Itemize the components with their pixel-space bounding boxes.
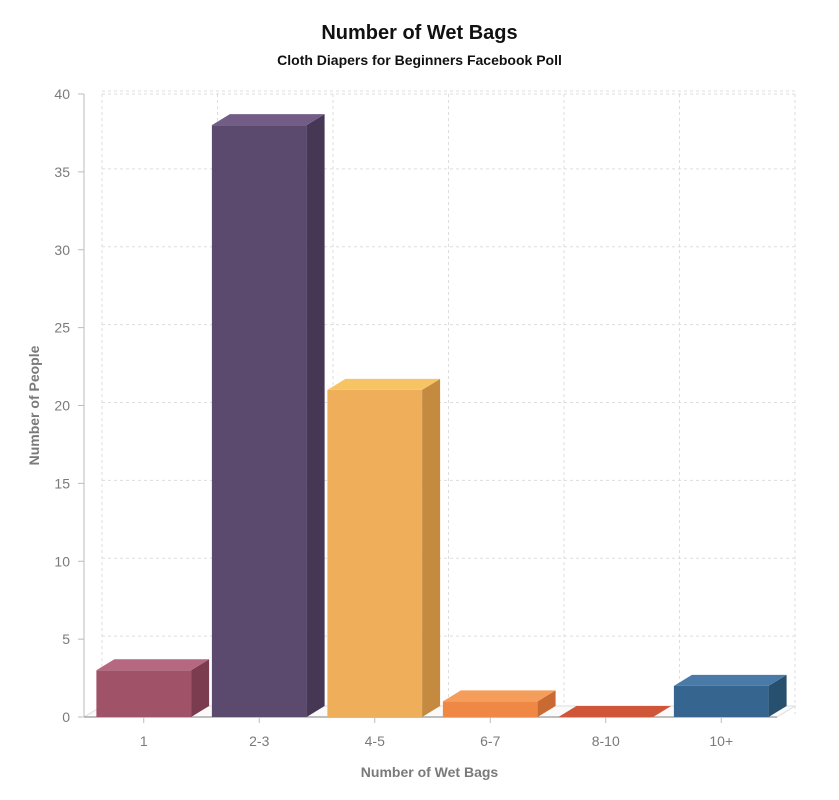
x-tick-label: 8-10 (592, 733, 620, 749)
bar-side (422, 378, 441, 717)
y-tick-label: 10 (54, 553, 70, 569)
y-tick-label: 0 (62, 709, 70, 725)
bar-8-10 (558, 706, 672, 717)
bar-top (673, 674, 787, 686)
y-tick-label: 30 (54, 242, 70, 258)
y-tick-label: 40 (54, 86, 70, 102)
bar-front (673, 685, 769, 717)
bar-top (211, 114, 325, 126)
bar-front (211, 125, 307, 717)
bar-1 (96, 659, 210, 717)
bar-side (537, 690, 556, 717)
y-tick-label: 5 (62, 631, 70, 647)
bar-top (327, 378, 441, 390)
bar-top (442, 690, 556, 702)
chart-subtitle: Cloth Diapers for Beginners Facebook Pol… (277, 52, 562, 68)
x-tick-label: 6-7 (480, 733, 500, 749)
bar-front (442, 701, 538, 717)
bar-front (96, 670, 192, 717)
x-axis-title: Number of Wet Bags (361, 764, 499, 780)
y-tick-label: 15 (54, 475, 70, 491)
x-tick-label: 4-5 (365, 733, 385, 749)
bar-top (96, 659, 210, 671)
bar-side (768, 674, 787, 717)
bar-6-7 (442, 690, 556, 717)
x-tick-label: 2-3 (249, 733, 269, 749)
bar-2-3 (211, 114, 325, 717)
bar-front (327, 389, 423, 717)
bar-side (191, 659, 210, 717)
y-tick-label: 35 (54, 164, 70, 180)
bar-top (558, 706, 672, 717)
y-tick-label: 20 (54, 398, 70, 414)
y-axis-title: Number of People (26, 345, 42, 465)
y-tick-label: 25 (54, 320, 70, 336)
chart-title: Number of Wet Bags (321, 22, 518, 44)
x-tick-label: 10+ (709, 733, 733, 749)
bar-10+ (673, 674, 787, 717)
bar-side (306, 114, 325, 717)
x-tick-label: 1 (140, 733, 148, 749)
bar-4-5 (327, 378, 441, 717)
